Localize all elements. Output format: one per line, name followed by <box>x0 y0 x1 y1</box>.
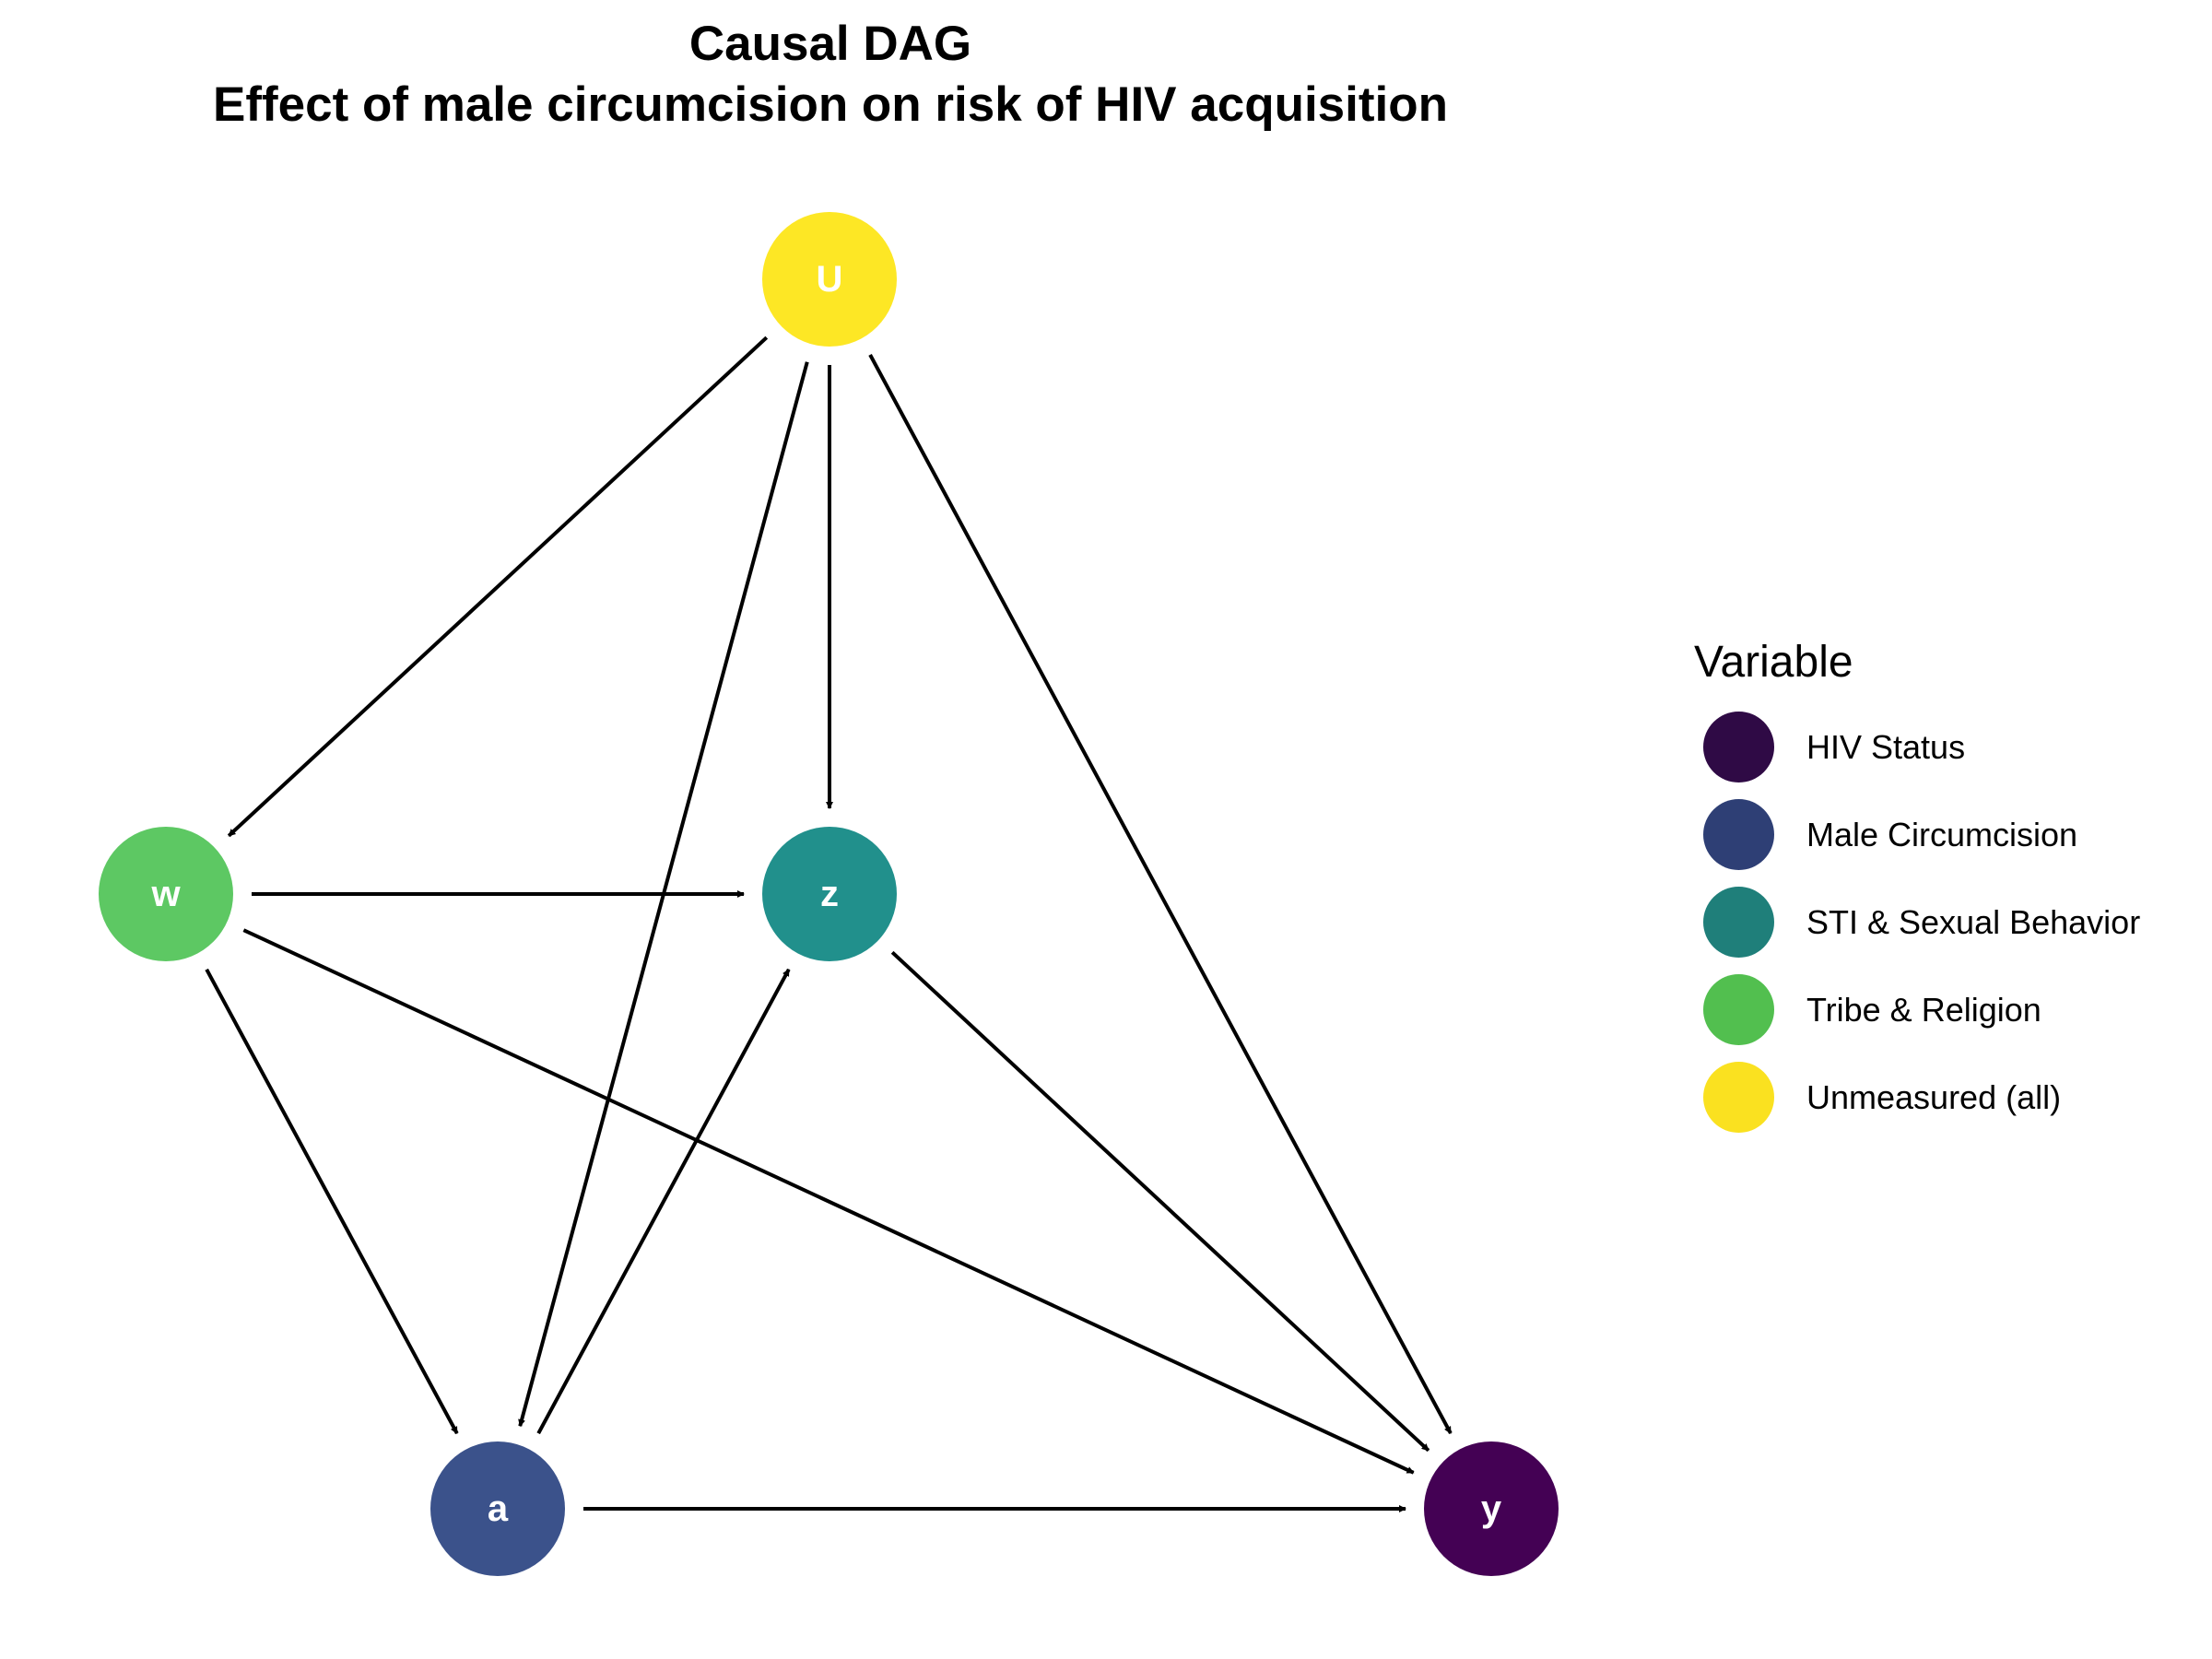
legend-label: Tribe & Religion <box>1806 990 2041 1029</box>
edge-w-to-y <box>242 928 1415 1475</box>
edge-z-to-y <box>890 950 1430 1453</box>
node-y-label: y <box>1481 1488 1502 1529</box>
node-y-circle <box>1424 1441 1559 1576</box>
node-U-label: U <box>817 259 843 300</box>
edge-a-to-z <box>536 968 791 1435</box>
diagram-subtitle: Effect of male circumcision on risk of H… <box>212 77 1448 132</box>
legend-title: Variable <box>1694 638 1853 687</box>
legend-item: STI & Sexual Behavior <box>1694 878 2140 966</box>
node-z-circle <box>762 827 897 961</box>
node-U: U <box>762 212 897 347</box>
diagram-title: Causal DAG <box>688 17 972 71</box>
node-w: w <box>99 827 233 961</box>
legend-swatch <box>1703 712 1774 782</box>
edge-U-to-y <box>868 353 1453 1435</box>
legend-swatch <box>1703 1062 1774 1133</box>
legend-item: HIV Status <box>1694 703 2140 791</box>
legend-item: Male Circumcision <box>1694 791 2140 878</box>
legend-swatch <box>1703 974 1774 1045</box>
legend-label: HIV Status <box>1806 727 1966 766</box>
legend-item: Tribe & Religion <box>1694 966 2140 1053</box>
node-z: z <box>762 827 897 961</box>
node-y: y <box>1424 1441 1559 1576</box>
nodes: Uw z a y <box>99 212 1559 1576</box>
legend-label: STI & Sexual Behavior <box>1806 902 2141 941</box>
node-z-label: z <box>820 874 839 914</box>
legend: Variable HIV Status Male Circumcision STI … <box>1694 641 2140 1141</box>
node-a: a <box>430 1441 565 1576</box>
edge-U-to-w <box>227 335 769 838</box>
legend-label: Male Circumcision <box>1806 815 2078 853</box>
legend-swatch <box>1703 887 1774 958</box>
legend-item: Unmeasured (all) <box>1694 1053 2140 1141</box>
edges <box>205 335 1453 1512</box>
node-a-label: a <box>488 1488 509 1529</box>
edge-w-to-a <box>205 968 459 1435</box>
legend-swatch <box>1703 799 1774 870</box>
node-w-circle <box>99 827 233 961</box>
node-U-circle <box>762 212 897 347</box>
legend-label: Unmeasured (all) <box>1806 1077 2062 1116</box>
node-a-circle <box>430 1441 565 1576</box>
node-w-label: w <box>150 874 181 914</box>
legend-items: HIV Status Male Circumcision STI & Sexual … <box>1694 703 2140 1141</box>
